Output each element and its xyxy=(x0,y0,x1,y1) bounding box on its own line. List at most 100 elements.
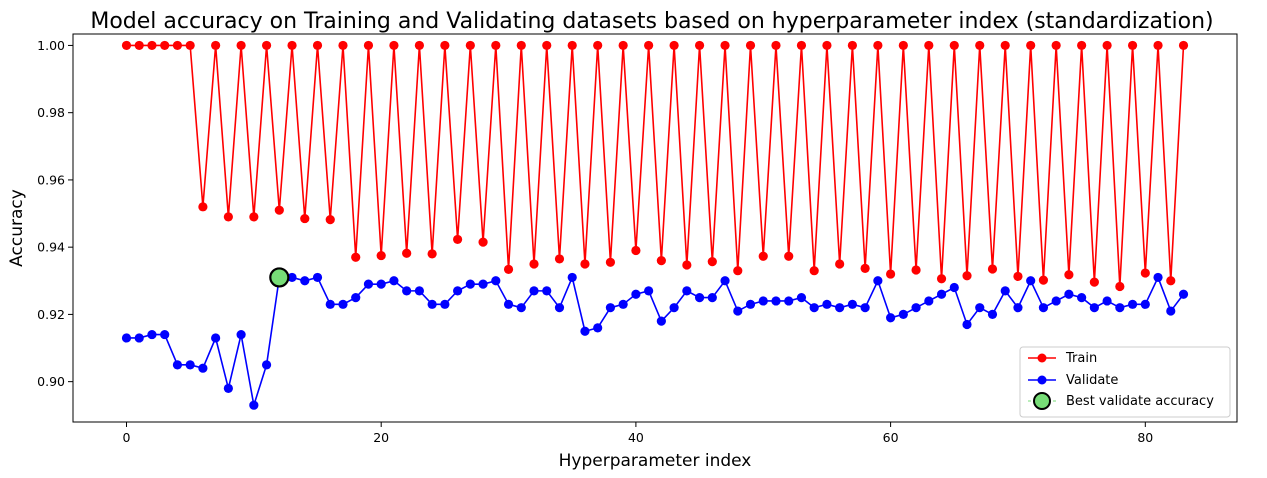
validate-point xyxy=(1077,292,1087,303)
y-tick-label: 0.96 xyxy=(37,172,65,187)
validate-point xyxy=(440,299,450,309)
validate-point xyxy=(465,279,475,289)
validate-point xyxy=(1166,306,1176,316)
x-tick-label: 60 xyxy=(883,430,899,445)
train-point xyxy=(211,40,221,51)
validate-point xyxy=(1013,303,1023,313)
validate-point xyxy=(134,333,144,343)
train-point xyxy=(618,40,628,51)
validate-point xyxy=(236,329,246,340)
validate-point xyxy=(351,292,361,303)
validate-point xyxy=(198,363,208,373)
legend-label-validate: Validate xyxy=(1066,373,1118,388)
validate-point xyxy=(682,286,692,296)
train-point xyxy=(593,40,603,51)
train-point xyxy=(1166,276,1176,286)
legend-marker-train xyxy=(1037,353,1047,363)
validate-point xyxy=(503,299,514,309)
validate-point xyxy=(1051,296,1061,306)
train-point xyxy=(134,40,144,51)
train-point xyxy=(644,40,654,51)
train-point xyxy=(338,40,348,51)
validate-point xyxy=(363,279,374,289)
train-point xyxy=(809,266,819,276)
validate-point xyxy=(809,303,819,313)
train-point xyxy=(1000,40,1010,51)
validate-point xyxy=(1153,272,1163,283)
axes-frame xyxy=(72,33,1238,423)
validate-point xyxy=(427,299,437,309)
train-point xyxy=(835,259,845,269)
train-point xyxy=(261,40,272,51)
x-tick-label: 0 xyxy=(123,430,131,445)
validate-point xyxy=(936,289,947,299)
validate-point xyxy=(758,296,768,306)
legend: Train Validate Best validate accuracy xyxy=(1019,346,1231,418)
train-point xyxy=(822,40,832,51)
validate-point xyxy=(1102,296,1112,306)
validate-point xyxy=(491,276,501,286)
train-point xyxy=(949,40,959,51)
train-point xyxy=(147,40,157,51)
train-point xyxy=(300,213,310,224)
validate-point xyxy=(580,326,590,336)
y-axis-label: Accuracy xyxy=(7,189,27,267)
validate-point xyxy=(847,299,857,309)
train-point xyxy=(847,40,857,51)
series-layer xyxy=(121,40,1189,410)
validate-point xyxy=(542,286,552,296)
validate-point xyxy=(478,279,488,289)
validate-point xyxy=(389,276,399,286)
train-point xyxy=(491,40,501,51)
train-point xyxy=(529,259,539,269)
validate-point xyxy=(924,296,934,306)
train-point xyxy=(465,40,475,51)
train-point xyxy=(733,266,743,276)
validate-point xyxy=(707,292,717,303)
train-point xyxy=(1038,275,1049,285)
train-point xyxy=(962,271,972,281)
x-tick-label: 40 xyxy=(628,430,644,445)
train-point xyxy=(694,40,705,51)
train-point xyxy=(223,212,233,222)
x-tick-label: 20 xyxy=(373,430,389,445)
validate-point xyxy=(287,272,297,283)
x-axis: 0 20 40 60 80 xyxy=(123,422,1153,445)
train-point xyxy=(580,259,590,269)
validate-point xyxy=(160,329,170,340)
validate-point xyxy=(172,360,183,370)
train-point xyxy=(873,40,883,51)
train-point xyxy=(1089,277,1099,287)
train-point xyxy=(987,264,998,274)
train-point xyxy=(924,40,934,51)
train-point xyxy=(898,40,908,51)
train-point xyxy=(363,40,374,51)
train-point xyxy=(478,237,488,247)
train-point xyxy=(886,269,896,279)
train-point xyxy=(1051,40,1061,51)
validate-point xyxy=(962,319,972,330)
train-point xyxy=(440,40,450,51)
validate-point xyxy=(1089,303,1099,313)
validate-point xyxy=(898,309,908,320)
validate-point xyxy=(835,303,845,313)
validate-point xyxy=(860,303,870,313)
validate-point xyxy=(249,400,259,410)
validate-point xyxy=(656,316,666,326)
best-validate-accuracy-marker xyxy=(269,267,290,288)
legend-marker-best xyxy=(1033,392,1051,410)
y-tick-label: 0.92 xyxy=(37,307,65,322)
train-point xyxy=(453,234,463,245)
train-point xyxy=(160,40,170,51)
validate-point xyxy=(987,309,998,320)
train-point xyxy=(198,202,208,212)
validate-point xyxy=(554,303,565,313)
validate-point xyxy=(1140,299,1150,309)
validate-point xyxy=(414,286,424,296)
validate-point xyxy=(886,313,896,323)
train-point xyxy=(1140,268,1150,278)
validate-point xyxy=(694,292,705,303)
validate-point xyxy=(618,299,628,309)
validate-point xyxy=(338,299,348,309)
